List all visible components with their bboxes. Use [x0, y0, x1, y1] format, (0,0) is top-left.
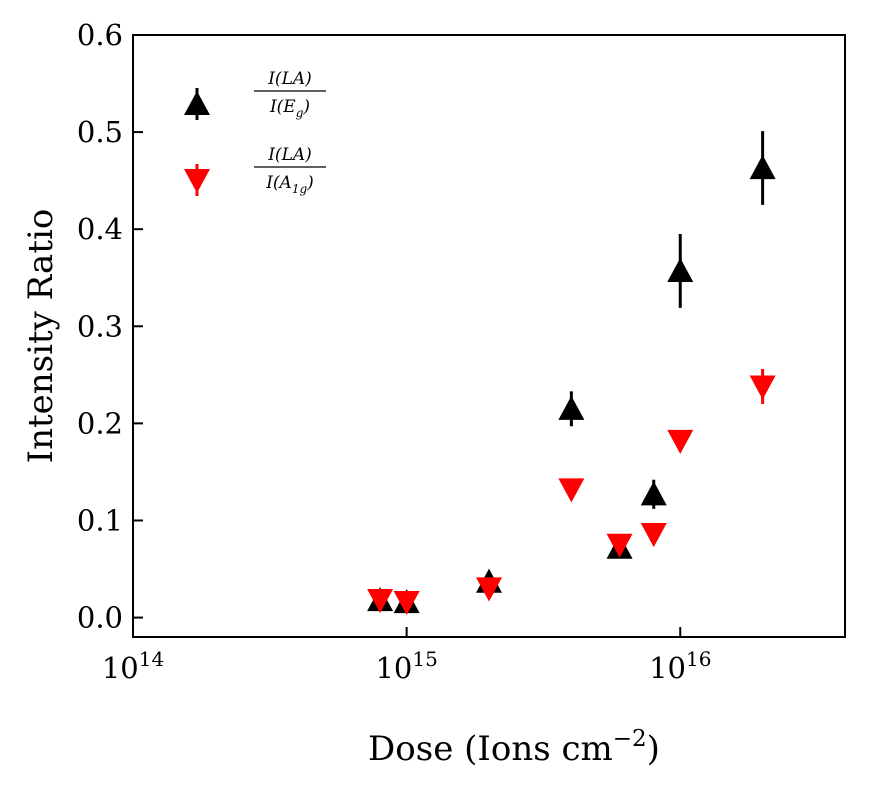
y-tick-label-5: 0.5 [77, 115, 123, 149]
y-tick-label-4: 0.4 [77, 212, 123, 246]
data-point-1-3 [558, 478, 585, 503]
legend-den-close: ) [302, 97, 310, 117]
series-0 [367, 131, 776, 614]
legend-den-close: ) [306, 173, 314, 193]
x-tick-label-exponent: 15 [412, 647, 437, 671]
legend-marker-0 [184, 91, 210, 116]
data-point-0-7 [749, 155, 776, 180]
x-tick-label-base: 10 [375, 651, 412, 685]
legend-numerator-1: I(LA) [267, 145, 312, 165]
y-axis-label: Intensity Ratio [21, 209, 61, 464]
data-point-0-5 [640, 481, 667, 506]
legend-den-base: I(E [269, 97, 296, 117]
series-1 [367, 369, 776, 616]
x-tick-label-base: 10 [102, 651, 139, 685]
y-tick-label-3: 0.3 [77, 309, 123, 343]
plot-area [367, 131, 776, 616]
plot-frame [132, 34, 846, 638]
legend-marker-1 [184, 168, 210, 193]
y-tick-label-6: 0.6 [77, 18, 123, 52]
legend-den-sub: g [296, 106, 304, 120]
data-point-1-2 [476, 577, 502, 602]
legend: I(LA) I(Eg) I(LA) I(A1g) [184, 69, 326, 196]
y-tick-label-1: 0.1 [77, 503, 123, 537]
data-point-1-1 [393, 590, 420, 616]
x-tick-label-exponent: 16 [686, 647, 711, 671]
data-point-1-0 [367, 589, 394, 614]
y-tick-label-2: 0.2 [77, 406, 123, 440]
x-axis-label-main: Dose (Ions cm [368, 729, 613, 769]
x-axis-label-exponent: −2 [613, 726, 647, 752]
legend-numerator-0: I(LA) [267, 69, 312, 89]
x-tick-label-exponent: 14 [139, 647, 164, 671]
x-tick-label-2: 1016 [649, 647, 711, 685]
data-point-1-7 [749, 375, 776, 400]
x-tick-label-base: 10 [649, 651, 686, 685]
legend-denominator-1: I(A1g) [265, 173, 314, 196]
x-axis-label: Dose (Ions cm−2) [368, 726, 660, 769]
x-tick-label-0: 1014 [102, 647, 164, 685]
data-point-1-6 [667, 429, 694, 454]
x-tick-label-1: 1015 [375, 647, 437, 685]
legend-den-sub: 1g [292, 182, 308, 196]
y-tick-label-0: 0.0 [77, 601, 123, 635]
legend-den-base: I(A [265, 173, 292, 193]
legend-denominator-0: I(Eg) [269, 97, 310, 120]
data-point-0-3 [558, 395, 585, 420]
x-axis-label-close: ) [647, 729, 660, 769]
data-point-1-4 [606, 533, 633, 558]
data-point-1-5 [640, 523, 667, 548]
data-point-0-6 [667, 257, 694, 282]
